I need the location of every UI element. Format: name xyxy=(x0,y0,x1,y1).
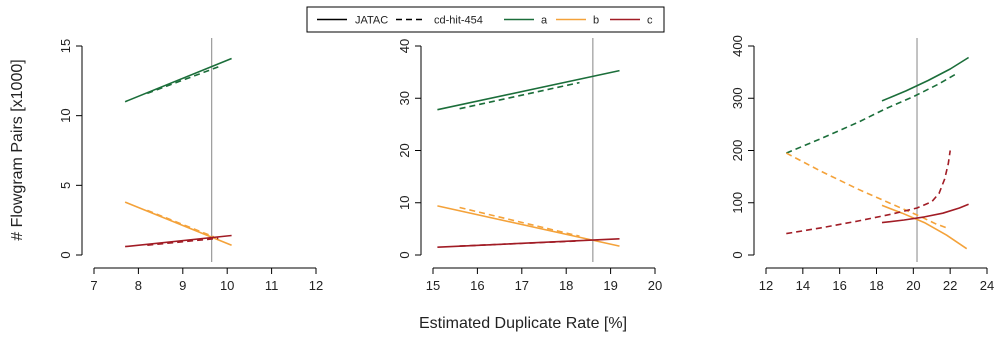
panel-1-series-b-cd-hit-454 xyxy=(147,209,215,238)
panel-3-series-a-cd-hit-454 xyxy=(785,73,957,154)
panel-3-series-c-jatac xyxy=(881,203,969,224)
panel-2-x-tick-label: 15 xyxy=(426,278,440,293)
panel-3-series-c-cd-hit-454 xyxy=(786,150,951,235)
panel-2-series-a-cd-hit-454 xyxy=(459,81,580,110)
panel-2-y-tick-label: 20 xyxy=(397,143,412,157)
panel-1-x-tick-label: 7 xyxy=(90,278,97,293)
panel-3-series-b-cd-hit-454 xyxy=(785,152,947,229)
panel-3-x-tick-label: 12 xyxy=(759,278,773,293)
legend: JATAC cd-hit-454 a b c xyxy=(306,6,665,33)
panel-2-series-b-cd-hit-454 xyxy=(459,206,580,237)
panel-2-x-tick-label: 20 xyxy=(648,278,662,293)
panel-3-y-tick-label: 100 xyxy=(730,192,745,214)
panel-3-y-tick-label: 200 xyxy=(730,140,745,162)
panel-3-x-tick-label: 24 xyxy=(980,278,994,293)
panel-2-x-tick-label: 19 xyxy=(603,278,617,293)
panel-3-y-tick-label: 400 xyxy=(730,35,745,57)
panel-1-x-tick-label: 11 xyxy=(265,278,279,293)
panel-3-series-b-jatac xyxy=(881,204,968,250)
panel-1: 7 8 9 10 11 12 0 5 10 15 xyxy=(58,38,323,293)
x-axis-title: Estimated Duplicate Rate [%] xyxy=(419,315,627,332)
panel-2-y-tick-label: 0 xyxy=(397,251,412,258)
panel-1-x-tick-label: 10 xyxy=(220,278,234,293)
y-axis-title: # Flowgram Pairs [x1000] xyxy=(9,59,26,240)
panel-2: 15 16 17 18 19 20 0 10 20 30 40 xyxy=(397,38,662,293)
legend-label-c: c xyxy=(647,15,653,27)
panel-1-x-tick-label: 12 xyxy=(309,278,323,293)
panel-3-series-a-jatac xyxy=(881,56,970,102)
panel-3-y-tick-label: 0 xyxy=(730,251,745,258)
panel-1-y-tick-label: 10 xyxy=(58,108,73,122)
panel-2-series-c-cd-hit-454 xyxy=(459,240,580,247)
panel-3-x-tick-label: 14 xyxy=(796,278,810,293)
legend-label-jatac: JATAC xyxy=(355,15,388,27)
panel-2-x-tick-label: 16 xyxy=(470,278,484,293)
legend-label-a: a xyxy=(541,15,548,27)
panel-3-x-tick-label: 22 xyxy=(943,278,957,293)
panel-1-series-a-jatac xyxy=(124,57,232,103)
panel-3-x-tick-label: 20 xyxy=(906,278,920,293)
panel-1-y-tick-label: 0 xyxy=(58,251,73,258)
panel-2-series-a-jatac xyxy=(437,69,620,111)
panel-2-y-tick-label: 30 xyxy=(397,91,412,105)
panel-3-y-tick-label: 300 xyxy=(730,87,745,109)
panel-2-x-tick-label: 18 xyxy=(559,278,573,293)
legend-box xyxy=(306,6,665,33)
panel-1-y-tick-label: 15 xyxy=(58,39,73,53)
panel-2-y-tick-label: 40 xyxy=(397,39,412,53)
panel-1-y-tick-label: 5 xyxy=(58,182,73,189)
panel-3-x-tick-label: 16 xyxy=(832,278,846,293)
panel-2-y-tick-label: 10 xyxy=(397,196,412,210)
panel-1-series-c-jatac xyxy=(125,234,232,248)
panel-1-x-tick-label: 9 xyxy=(179,278,186,293)
panel-2-series-c-jatac xyxy=(437,238,620,248)
legend-label-b: b xyxy=(593,15,599,27)
panel-1-series-c-cd-hit-454 xyxy=(147,237,219,246)
panel-3: 12 14 16 18 20 22 24 0 100 200 300 400 xyxy=(730,35,994,293)
panel-1-series-a-cd-hit-454 xyxy=(147,66,219,95)
panel-1-x-tick-label: 8 xyxy=(135,278,142,293)
panel-2-x-tick-label: 17 xyxy=(515,278,529,293)
legend-label-cd-hit-454: cd-hit-454 xyxy=(434,15,483,27)
panel-3-x-tick-label: 18 xyxy=(869,278,883,293)
